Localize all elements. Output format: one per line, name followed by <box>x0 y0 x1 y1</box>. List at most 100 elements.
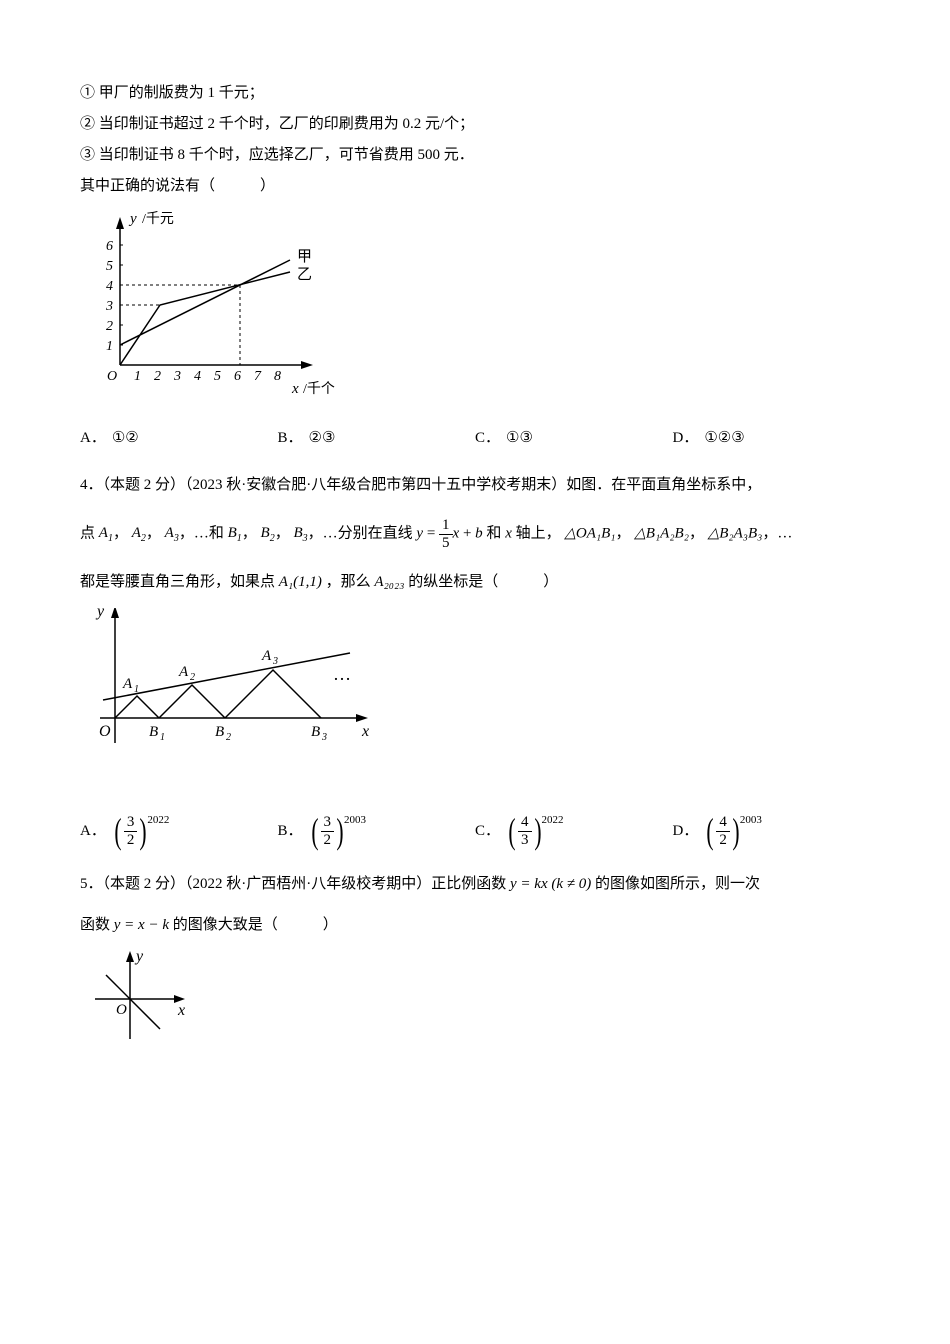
svg-text:5: 5 <box>214 369 221 384</box>
q4-p4: ，…和 <box>179 525 228 541</box>
q3-opt-c: ①③ <box>506 425 533 452</box>
q5-l2a: 函数 <box>80 917 114 933</box>
svg-text:乙: 乙 <box>297 267 312 283</box>
q3-opt-b: ②③ <box>309 425 336 452</box>
q4-opt-d-label: D． <box>673 818 699 845</box>
q3-statement-1: ① 甲厂的制版费为 1 千元； <box>80 80 870 107</box>
svg-text:3: 3 <box>173 369 181 384</box>
svg-text:y: y <box>134 949 144 965</box>
svg-text:A: A <box>261 648 272 664</box>
q4-chart: y x O A1 A2 A3 B1 B2 B3 … <box>80 608 870 798</box>
q3-opt-d: ①②③ <box>704 425 744 452</box>
svg-text:y: y <box>95 608 105 620</box>
q3-opt-c-label: C． <box>475 425 500 452</box>
svg-text:1: 1 <box>106 339 113 354</box>
q4-opt-c-label: C． <box>475 818 500 845</box>
svg-text:x: x <box>291 381 299 397</box>
svg-text:O: O <box>99 723 111 740</box>
q4-line3: 都是等腰直角三角形，如果点 A₁(1,1) ，那么 A₂₀₂₃ 的纵坐标是（ ） <box>80 569 870 596</box>
q4-opt-b-val: (32)2003 <box>309 813 367 849</box>
svg-text:2: 2 <box>154 369 161 384</box>
svg-text:6: 6 <box>234 369 241 384</box>
q4-p5: ， <box>242 525 257 541</box>
q4-p9: 轴上， <box>512 525 561 541</box>
svg-text:y: y <box>128 211 137 227</box>
q3-opt-a-label: A． <box>80 425 106 452</box>
q4-p6: ， <box>275 525 290 541</box>
svg-text:…: … <box>333 664 351 684</box>
q4-opt-a-val: (32)2022 <box>112 813 170 849</box>
svg-text:3: 3 <box>321 732 327 743</box>
q4-tri2: △B₁A₂B₂ <box>634 525 689 541</box>
q4-frac-den: 5 <box>439 535 453 552</box>
q4-p10: ，… <box>762 525 792 541</box>
svg-text:x: x <box>361 723 369 740</box>
svg-text:2: 2 <box>106 319 113 334</box>
q4-l3a: 都是等腰直角三角形，如果点 <box>80 574 279 590</box>
q4-l3b: ，那么 <box>326 574 375 590</box>
q5-h2: 的图像如图所示，则一次 <box>595 876 760 892</box>
q4-eq-eq: = <box>423 525 439 541</box>
q5-h1: 5．（本题 2 分）（2022 秋·广西梧州·八年级校考期中）正比例函数 <box>80 876 510 892</box>
q4-a2023: A₂₀₂₃ <box>374 574 404 590</box>
q3-options: A．①② B．②③ C．①③ D．①②③ <box>80 425 870 452</box>
q4-eq-plus: + <box>459 525 475 541</box>
svg-text:2: 2 <box>226 732 231 743</box>
q4-options: A． (32)2022 B． (32)2003 C． (43)2022 D． (… <box>80 813 870 849</box>
svg-text:3: 3 <box>272 656 278 667</box>
q4-p1: 点 <box>80 525 99 541</box>
svg-text:1: 1 <box>160 732 165 743</box>
svg-text:/千个: /千个 <box>303 381 335 397</box>
q4-eq-b: b <box>475 525 483 541</box>
q4-tri1: △OA₁B₁ <box>564 525 615 541</box>
svg-text:1: 1 <box>134 369 141 384</box>
q4-frac-num: 1 <box>439 517 453 535</box>
svg-text:甲: 甲 <box>297 249 312 265</box>
q4-tri3: △B₂A₃B₃ <box>708 525 763 541</box>
svg-text:4: 4 <box>194 369 201 384</box>
q4-head: 4．（本题 2 分）（2023 秋·安徽合肥·八年级合肥市第四十五中学校考期末）… <box>80 472 870 499</box>
svg-text:B: B <box>149 724 158 740</box>
svg-text:8: 8 <box>274 369 281 384</box>
svg-text:/千元: /千元 <box>142 211 174 227</box>
q5-l2b: 的图像大致是（ ） <box>173 917 338 933</box>
q3-chart: O 12 34 56 78 12 34 56 <box>80 210 870 410</box>
svg-text:4: 4 <box>106 279 113 294</box>
q4-opt-c-val: (43)2022 <box>506 813 564 849</box>
q5-chart: y x O <box>80 949 870 1069</box>
svg-text:B: B <box>311 724 320 740</box>
q4-p3: ， <box>146 525 161 541</box>
q4-xvar: x <box>505 525 512 541</box>
svg-text:A: A <box>122 676 133 692</box>
q5-eq: y = kx (k ≠ 0) <box>510 876 591 892</box>
svg-text:7: 7 <box>254 369 262 384</box>
q4-p7: ，…分别在直线 <box>308 525 417 541</box>
q4-l3c: 的纵坐标是（ ） <box>408 574 558 590</box>
q4-p2: ， <box>113 525 128 541</box>
q3-statement-2: ② 当印制证书超过 2 千个时，乙厂的印刷费用为 0.2 元/个； <box>80 111 870 138</box>
svg-text:O: O <box>116 1002 127 1018</box>
q3-opt-a: ①② <box>112 425 139 452</box>
q5-eq2: y = x − k <box>114 917 169 933</box>
svg-text:x: x <box>177 1002 185 1019</box>
q3-opt-b-label: B． <box>278 425 303 452</box>
q3-prompt: 其中正确的说法有（ ） <box>80 173 870 200</box>
q3-opt-d-label: D． <box>673 425 699 452</box>
q3-statement-3: ③ 当印制证书 8 千个时，应选择乙厂，可节省费用 500 元． <box>80 142 870 169</box>
svg-text:3: 3 <box>105 299 113 314</box>
svg-text:5: 5 <box>106 259 113 274</box>
svg-text:A: A <box>178 664 189 680</box>
q4-p8: 和 <box>486 525 505 541</box>
q4-opt-d-val: (42)2003 <box>704 813 762 849</box>
q4-opt-a-label: A． <box>80 818 106 845</box>
svg-text:B: B <box>215 724 224 740</box>
svg-text:1: 1 <box>134 684 139 695</box>
q4-body: 点 A1， A2， A3，…和 B1， B2， B3，…分别在直线 y = 15… <box>80 517 870 551</box>
q4-opt-b-label: B． <box>278 818 303 845</box>
svg-text:6: 6 <box>106 239 113 254</box>
q4-a1: A₁(1,1) <box>279 574 322 590</box>
q5-line2: 函数 y = x − k 的图像大致是（ ） <box>80 912 870 939</box>
q5-head: 5．（本题 2 分）（2022 秋·广西梧州·八年级校考期中）正比例函数 y =… <box>80 871 870 898</box>
svg-text:O: O <box>107 369 117 384</box>
svg-text:2: 2 <box>190 672 195 683</box>
